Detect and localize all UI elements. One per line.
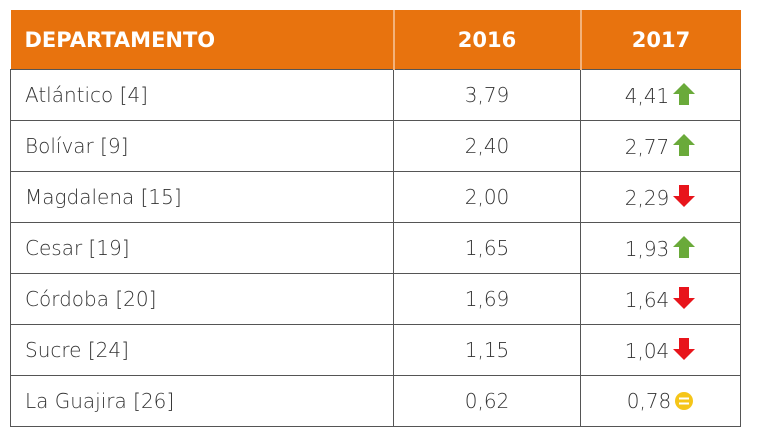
cell-text: 0,62 xyxy=(464,389,510,413)
table-cell: La Guajira [26] xyxy=(10,375,394,427)
table-cell: 2,77 xyxy=(580,120,741,172)
table-cell: 2,40 xyxy=(393,120,581,172)
table-row: Atlántico [4] 3,79 4,41 xyxy=(10,69,741,121)
table-cell: 1,64 xyxy=(580,273,741,325)
cell-text: La Guajira [26] xyxy=(25,389,175,413)
table-cell: 1,69 xyxy=(393,273,581,325)
table-cell: 0,78 xyxy=(580,375,741,427)
table-cell: 4,41 xyxy=(580,69,741,121)
table-cell: 3,79 xyxy=(393,69,581,121)
trend-down-icon xyxy=(673,185,696,207)
cell-text: Magdalena [15] xyxy=(25,185,182,209)
table-row: Cesar [19] 1,65 1,93 xyxy=(10,222,741,274)
cell-text: 1,15 xyxy=(464,338,510,362)
cell-text: 1,93 xyxy=(624,237,670,261)
table-cell: 1,15 xyxy=(393,324,581,376)
trend-up-icon xyxy=(673,236,696,258)
cell-text: 2,00 xyxy=(464,185,510,209)
table: DEPARTAMENTO 2016 2017 Atlántico [4] 3,79… xyxy=(10,10,741,427)
table-cell: Córdoba [20] xyxy=(10,273,394,325)
cell-text: Sucre [24] xyxy=(25,338,129,362)
header-cell: DEPARTAMENTO xyxy=(10,10,394,70)
cell-text: Cesar [19] xyxy=(25,236,130,260)
table-row: Córdoba [20] 1,69 1,64 xyxy=(10,273,741,325)
trend-down-icon xyxy=(673,338,696,360)
table-cell: Atlántico [4] xyxy=(10,69,394,121)
cell-text: 2,29 xyxy=(624,186,670,210)
table-cell: 1,65 xyxy=(393,222,581,274)
table-cell: 2,00 xyxy=(393,171,581,223)
header-row: DEPARTAMENTO 2016 2017 xyxy=(10,10,741,70)
trend-up-icon xyxy=(673,134,696,156)
table-row: Bolívar [9] 2,40 2,77 xyxy=(10,120,741,172)
cell-text: Bolívar [9] xyxy=(25,134,129,158)
cell-text: 1,64 xyxy=(624,288,670,312)
table-header: DEPARTAMENTO 2016 2017 xyxy=(10,10,741,70)
header-cell: 2016 xyxy=(392,10,581,70)
table-cell: Magdalena [15] xyxy=(10,171,394,223)
table-cell: Cesar [19] xyxy=(10,222,394,274)
table-body: Atlántico [4] 3,79 4,41 Bolívar [9] 2,40 2,77… xyxy=(10,69,741,427)
table-wrap: DEPARTAMENTO 2016 2017 Atlántico [4] 3,79… xyxy=(10,10,741,427)
cell-text: 2,40 xyxy=(464,134,510,158)
cell-text: 1,04 xyxy=(624,339,670,363)
cell-text: 4,41 xyxy=(624,84,670,108)
cell-text: 3,79 xyxy=(464,83,510,107)
cell-text: Atlántico [4] xyxy=(25,83,148,107)
table-cell: Bolívar [9] xyxy=(10,120,394,172)
table-row: La Guajira [26] 0,62 0,78 xyxy=(10,375,741,427)
table-cell: 1,93 xyxy=(580,222,741,274)
trend-equal-icon xyxy=(675,392,694,410)
table-row: Sucre [24] 1,15 1,04 xyxy=(10,324,741,376)
trend-up-icon xyxy=(673,83,696,105)
header-cell: 2017 xyxy=(579,10,741,70)
table-row: Magdalena [15] 2,00 2,29 xyxy=(10,171,741,223)
cell-text: 1,69 xyxy=(464,287,510,311)
trend-down-icon xyxy=(673,287,696,309)
table-cell: 0,62 xyxy=(393,375,581,427)
cell-text: 1,65 xyxy=(464,236,510,260)
table-cell: 1,04 xyxy=(580,324,741,376)
cell-text: 2,77 xyxy=(624,135,670,159)
cell-text: Córdoba [20] xyxy=(25,287,157,311)
cell-text: 0,78 xyxy=(626,389,672,413)
table-cell: Sucre [24] xyxy=(10,324,394,376)
table-cell: 2,29 xyxy=(580,171,741,223)
